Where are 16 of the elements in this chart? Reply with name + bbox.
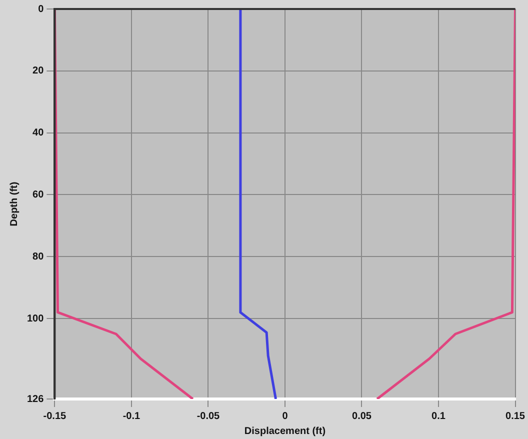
x-tick-label: -0.15: [43, 410, 67, 422]
x-tick-label: -0.05: [196, 410, 220, 422]
y-tick-label: 126: [26, 394, 44, 405]
x-tick-label: 0.1: [432, 410, 446, 422]
x-tick-label: 0.15: [506, 410, 526, 422]
y-tick-label: 60: [32, 189, 44, 200]
y-axis-title: Depth (ft): [8, 182, 20, 226]
x-tick-label: -0.1: [122, 410, 140, 422]
y-tick-label: 100: [26, 313, 44, 324]
y-tick-label: 0: [38, 4, 44, 15]
y-tick-label: 40: [32, 128, 44, 139]
y-tick-label: 80: [32, 251, 44, 262]
y-tick-label: 20: [32, 66, 44, 77]
x-tick-label: 0: [282, 410, 288, 422]
x-axis-title: Displacement (ft): [244, 426, 326, 437]
x-tick-label: 0.05: [352, 410, 372, 422]
